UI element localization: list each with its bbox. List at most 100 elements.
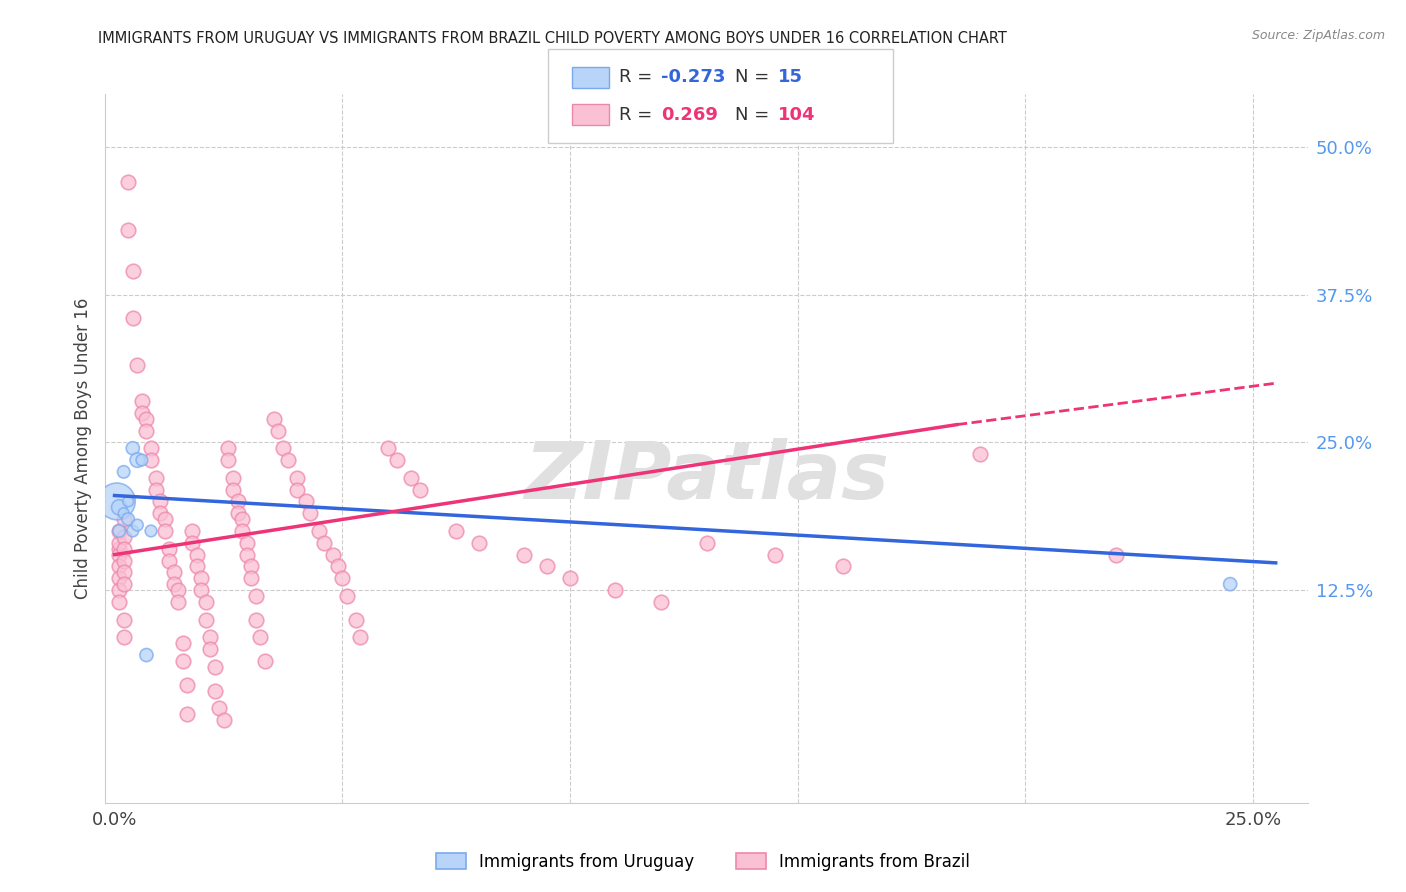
Point bbox=[135, 411, 157, 425]
Point bbox=[444, 524, 467, 538]
Point bbox=[145, 483, 167, 497]
Point bbox=[226, 494, 249, 508]
Point bbox=[181, 535, 204, 549]
Point bbox=[245, 613, 267, 627]
Point bbox=[135, 648, 157, 662]
Point bbox=[249, 630, 271, 644]
Point bbox=[1219, 577, 1241, 591]
Point bbox=[217, 442, 239, 456]
Point bbox=[139, 524, 162, 538]
Point bbox=[112, 512, 135, 526]
Point bbox=[222, 471, 245, 485]
Point bbox=[172, 636, 194, 650]
Point bbox=[245, 589, 267, 603]
Point bbox=[186, 548, 208, 562]
Point bbox=[263, 411, 285, 425]
Point bbox=[299, 506, 322, 520]
Point bbox=[285, 483, 308, 497]
Point bbox=[194, 613, 217, 627]
Point bbox=[108, 548, 131, 562]
Point bbox=[145, 471, 167, 485]
Point bbox=[157, 553, 180, 567]
Point bbox=[139, 453, 162, 467]
Point bbox=[198, 630, 221, 644]
Point bbox=[112, 465, 135, 479]
Point bbox=[308, 524, 330, 538]
Point bbox=[312, 535, 335, 549]
Point bbox=[121, 524, 143, 538]
Point bbox=[157, 541, 180, 556]
Point bbox=[112, 630, 135, 644]
Point bbox=[240, 571, 263, 585]
Text: R =: R = bbox=[619, 69, 658, 87]
Point bbox=[181, 524, 204, 538]
Point bbox=[253, 654, 276, 668]
Text: 0.269: 0.269 bbox=[661, 105, 717, 123]
Point bbox=[176, 678, 198, 692]
Point bbox=[295, 494, 318, 508]
Point bbox=[108, 500, 131, 515]
Point bbox=[112, 613, 135, 627]
Point bbox=[108, 524, 131, 538]
Point bbox=[222, 483, 245, 497]
Point bbox=[167, 595, 190, 609]
Text: ZIPatlas: ZIPatlas bbox=[524, 438, 889, 516]
Point bbox=[167, 583, 190, 598]
Point bbox=[190, 583, 212, 598]
Point bbox=[231, 524, 253, 538]
Point bbox=[172, 654, 194, 668]
Text: 15: 15 bbox=[778, 69, 803, 87]
Point bbox=[326, 559, 349, 574]
Point bbox=[208, 701, 231, 715]
Point bbox=[240, 559, 263, 574]
Point bbox=[190, 571, 212, 585]
Legend: Immigrants from Uruguay, Immigrants from Brazil: Immigrants from Uruguay, Immigrants from… bbox=[427, 845, 979, 880]
Point bbox=[513, 548, 536, 562]
Point bbox=[108, 571, 131, 585]
Point bbox=[285, 471, 308, 485]
Point bbox=[536, 559, 558, 574]
Text: N =: N = bbox=[735, 105, 775, 123]
Point bbox=[385, 453, 408, 467]
Point bbox=[117, 175, 139, 189]
Point bbox=[176, 707, 198, 722]
Point bbox=[322, 548, 344, 562]
Point bbox=[267, 424, 290, 438]
Point bbox=[153, 524, 176, 538]
Point bbox=[204, 660, 226, 674]
Text: -0.273: -0.273 bbox=[661, 69, 725, 87]
Point bbox=[131, 394, 153, 409]
Point bbox=[277, 453, 299, 467]
Point bbox=[204, 683, 226, 698]
Point bbox=[127, 453, 149, 467]
Point bbox=[969, 447, 991, 461]
Point bbox=[108, 524, 131, 538]
Point bbox=[112, 566, 135, 580]
Point bbox=[121, 442, 143, 456]
Point bbox=[112, 577, 135, 591]
Point bbox=[108, 559, 131, 574]
Text: Source: ZipAtlas.com: Source: ZipAtlas.com bbox=[1251, 29, 1385, 42]
Point bbox=[117, 512, 139, 526]
Point bbox=[131, 453, 153, 467]
Point bbox=[131, 406, 153, 420]
Point bbox=[336, 589, 359, 603]
Point bbox=[763, 548, 786, 562]
Point bbox=[108, 595, 131, 609]
Point bbox=[399, 471, 422, 485]
Point bbox=[468, 535, 491, 549]
Point bbox=[377, 442, 399, 456]
Point bbox=[235, 535, 257, 549]
Point bbox=[558, 571, 581, 585]
Point bbox=[231, 512, 253, 526]
Point bbox=[226, 506, 249, 520]
Point bbox=[198, 642, 221, 657]
Point bbox=[186, 559, 208, 574]
Point bbox=[650, 595, 672, 609]
Point bbox=[105, 494, 128, 508]
Point bbox=[271, 442, 294, 456]
Text: R =: R = bbox=[619, 105, 658, 123]
Point bbox=[163, 577, 186, 591]
Point bbox=[235, 548, 257, 562]
Point bbox=[112, 530, 135, 544]
